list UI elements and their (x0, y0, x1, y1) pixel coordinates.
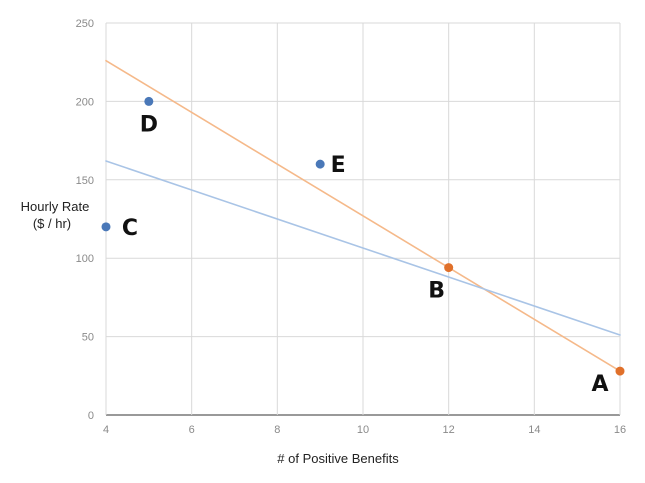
data-points (101, 96, 625, 376)
grid (105, 22, 621, 416)
x-tick-label-12: 12 (443, 424, 455, 436)
data-point-c (101, 222, 111, 232)
data-point-b (444, 263, 454, 273)
x-tick-label-16: 16 (614, 424, 626, 436)
x-axis-title: # of Positive Benefits (277, 451, 399, 466)
point-label-e: E (331, 153, 346, 178)
data-point-e (315, 159, 325, 169)
y-axis-title-line-2: ($ / hr) (33, 216, 71, 231)
point-label-a: A (591, 372, 608, 397)
point-labels: A B C D E (122, 112, 609, 397)
x-tick-label-14: 14 (528, 424, 540, 436)
y-tick-label-100: 100 (76, 253, 94, 265)
y-tick-label-0: 0 (88, 410, 94, 422)
y-tick-label-150: 150 (76, 175, 94, 187)
y-axis-title-line-1: Hourly Rate (21, 199, 90, 214)
trend-line-2 (105, 160, 621, 336)
y-tick-label-250: 250 (76, 18, 94, 30)
data-point-d (144, 96, 154, 106)
y-tick-label-50: 50 (82, 332, 94, 344)
x-tick-label-8: 8 (274, 424, 280, 436)
y-tick-label-200: 200 (76, 96, 94, 108)
x-tick-label-4: 4 (103, 424, 109, 436)
trend-line-1 (105, 59, 621, 372)
x-tick-label-6: 6 (189, 424, 195, 436)
x-tick-labels: 4 6 8 10 12 14 16 (103, 424, 626, 436)
y-tick-labels: 0 50 100 150 200 250 (76, 18, 94, 422)
trend-lines (105, 59, 621, 372)
point-label-c: C (122, 216, 138, 241)
x-tick-label-10: 10 (357, 424, 369, 436)
point-label-d: D (140, 112, 158, 137)
data-point-a (615, 366, 625, 376)
point-label-b: B (428, 279, 445, 304)
